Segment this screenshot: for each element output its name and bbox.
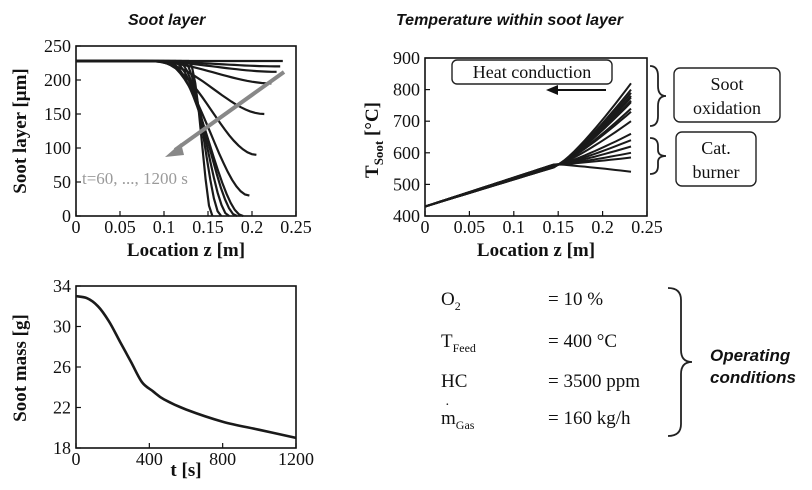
x-tick-label: 0.25 <box>631 217 663 237</box>
y-tick-label: 34 <box>53 276 71 296</box>
y-axis-label: Soot layer [μm] <box>10 68 31 193</box>
left-panel-title: Soot layer <box>128 12 206 29</box>
cat-burner-label-line2: burner <box>693 162 740 182</box>
y-tick-label: 50 <box>53 172 71 192</box>
condition-name-mgas: · mGas <box>441 398 475 432</box>
condition-value-mgas: = 160 kg/h <box>548 408 631 429</box>
y-tick-label: 700 <box>393 111 420 131</box>
y-tick-label: 18 <box>53 438 71 458</box>
plot-frame <box>75 45 297 217</box>
cat-burner-brace-icon <box>649 137 667 175</box>
y-tick-label: 800 <box>393 80 420 100</box>
cat-burner-label-line1: Cat. <box>701 138 731 158</box>
y-axis-label: Soot mass [g] <box>10 314 31 422</box>
y-tick-label: 600 <box>393 143 420 163</box>
x-tick-label: 1200 <box>278 449 314 469</box>
soot-oxidation-label-line1: Soot <box>710 74 743 94</box>
y-axis-label: TSoot [°C] <box>362 102 386 178</box>
y-tick-label: 100 <box>44 138 71 158</box>
x-tick-label: 0 <box>421 217 430 237</box>
soot-layer-curve <box>76 59 214 217</box>
condition-value-hc: = 3500 ppm <box>548 371 640 392</box>
y-tick-label: 0 <box>62 206 71 226</box>
y-tick-label: 200 <box>44 70 71 90</box>
operating-conditions-label: Operating conditions <box>710 346 796 387</box>
x-tick-label: 0.2 <box>591 217 614 237</box>
heat-arrow-head-icon <box>546 85 558 95</box>
x-tick-label: 0.1 <box>153 217 176 237</box>
y-tick-label: 900 <box>393 48 420 68</box>
condition-name-hc: HC <box>441 371 468 392</box>
time-arrow-shaft <box>173 70 286 152</box>
y-tick-label: 30 <box>53 317 71 337</box>
soot-oxidation-brace-icon <box>649 65 667 127</box>
x-tick-label: 0.2 <box>241 217 264 237</box>
soot-oxidation-box <box>673 67 781 123</box>
x-tick-label: 800 <box>209 449 236 469</box>
temperature-curve <box>424 82 632 208</box>
cat-burner-box <box>675 131 757 187</box>
x-axis-label: t [s] <box>170 460 201 481</box>
plot-frame <box>75 285 297 449</box>
time-annotation: t=60, ..., 1200 s <box>82 169 188 188</box>
condition-value-tfeed: = 400 °C <box>548 331 617 352</box>
x-tick-label: 0.05 <box>104 217 136 237</box>
x-tick-label: 0.1 <box>503 217 526 237</box>
x-tick-label: 0.15 <box>192 217 224 237</box>
soot-oxidation-label-line2: oxidation <box>693 98 761 118</box>
mass-flow-dot-icon: · <box>445 398 450 413</box>
heat-conduction-label: Heat conduction <box>473 62 591 82</box>
condition-name-tfeed: TFeed <box>441 331 476 355</box>
y-tick-label: 22 <box>53 398 71 418</box>
x-axis-label: Location z [m] <box>127 240 245 261</box>
heat-conduction-box <box>451 59 613 85</box>
x-tick-label: 400 <box>136 449 163 469</box>
right-panel-title: Temperature within soot layer <box>396 12 624 29</box>
x-tick-label: 0.15 <box>542 217 574 237</box>
y-tick-label: 500 <box>393 174 420 194</box>
x-tick-label: 0.05 <box>454 217 486 237</box>
condition-value-o2: = 10 % <box>548 289 604 310</box>
y-tick-label: 250 <box>44 36 71 56</box>
x-tick-label: 0.25 <box>280 217 312 237</box>
plot-frame <box>424 57 648 217</box>
x-tick-label: 0 <box>72 449 81 469</box>
x-axis-label: Location z [m] <box>477 240 595 261</box>
soot-mass-curve <box>75 294 297 440</box>
time-arrow-head-icon <box>165 143 184 157</box>
y-tick-label: 150 <box>44 104 71 124</box>
y-tick-label: 400 <box>393 206 420 226</box>
x-tick-label: 0 <box>72 217 81 237</box>
y-tick-label: 26 <box>53 357 71 377</box>
condition-name-o2: O2 <box>441 289 461 313</box>
